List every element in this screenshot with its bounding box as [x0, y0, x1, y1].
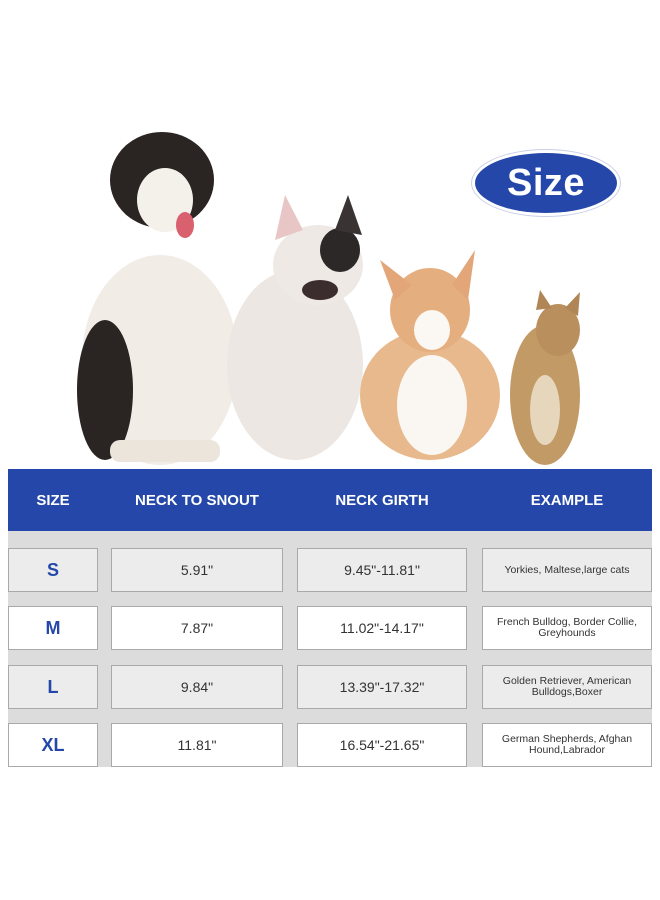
table-cell-neck-girth: 16.54"-21.65": [297, 723, 467, 767]
table-cell-example: Yorkies, Maltese,large cats: [482, 548, 652, 592]
header-neck-girth: NECK GIRTH: [335, 491, 429, 509]
table-cell-neck-girth: 11.02"-14.17": [297, 606, 467, 650]
tabby-cat-image: [510, 290, 580, 465]
table-cell-neck-girth: 13.39"-17.32": [297, 665, 467, 709]
australian-shepherd-dog-image: [77, 132, 238, 465]
header-neck-to-snout: NECK TO SNOUT: [135, 491, 259, 509]
animals-photo: [77, 132, 580, 465]
corgi-dog-image: [360, 250, 500, 460]
french-bulldog-image: [227, 195, 363, 460]
table-cell-example: French Bulldog, Border Collie, Greyhound…: [482, 606, 652, 650]
table-cell-example: Golden Retriever, American Bulldogs,Boxe…: [482, 665, 652, 709]
table-header: SIZE NECK TO SNOUT NECK GIRTH EXAMPLE: [8, 469, 652, 531]
table-cell-neck-to-snout: 9.84": [111, 665, 283, 709]
header-example: EXAMPLE: [530, 491, 604, 509]
table-cell-neck-to-snout: 11.81": [111, 723, 283, 767]
table-cell-neck-girth: 9.45"-11.81": [297, 548, 467, 592]
header-size: SIZE: [36, 491, 70, 509]
table-cell-size: M: [8, 606, 98, 650]
size-badge: Size: [475, 153, 617, 213]
table-cell-neck-to-snout: 7.87": [111, 606, 283, 650]
table-cell-example: German Shepherds, Afghan Hound,Labrador: [482, 723, 652, 767]
size-table: S 5.91" 9.45"-11.81" Yorkies, Maltese,large…: [8, 531, 652, 767]
table-cell-neck-to-snout: 5.91": [111, 548, 283, 592]
table-cell-size: XL: [8, 723, 98, 767]
table-cell-size: L: [8, 665, 98, 709]
table-cell-size: S: [8, 548, 98, 592]
